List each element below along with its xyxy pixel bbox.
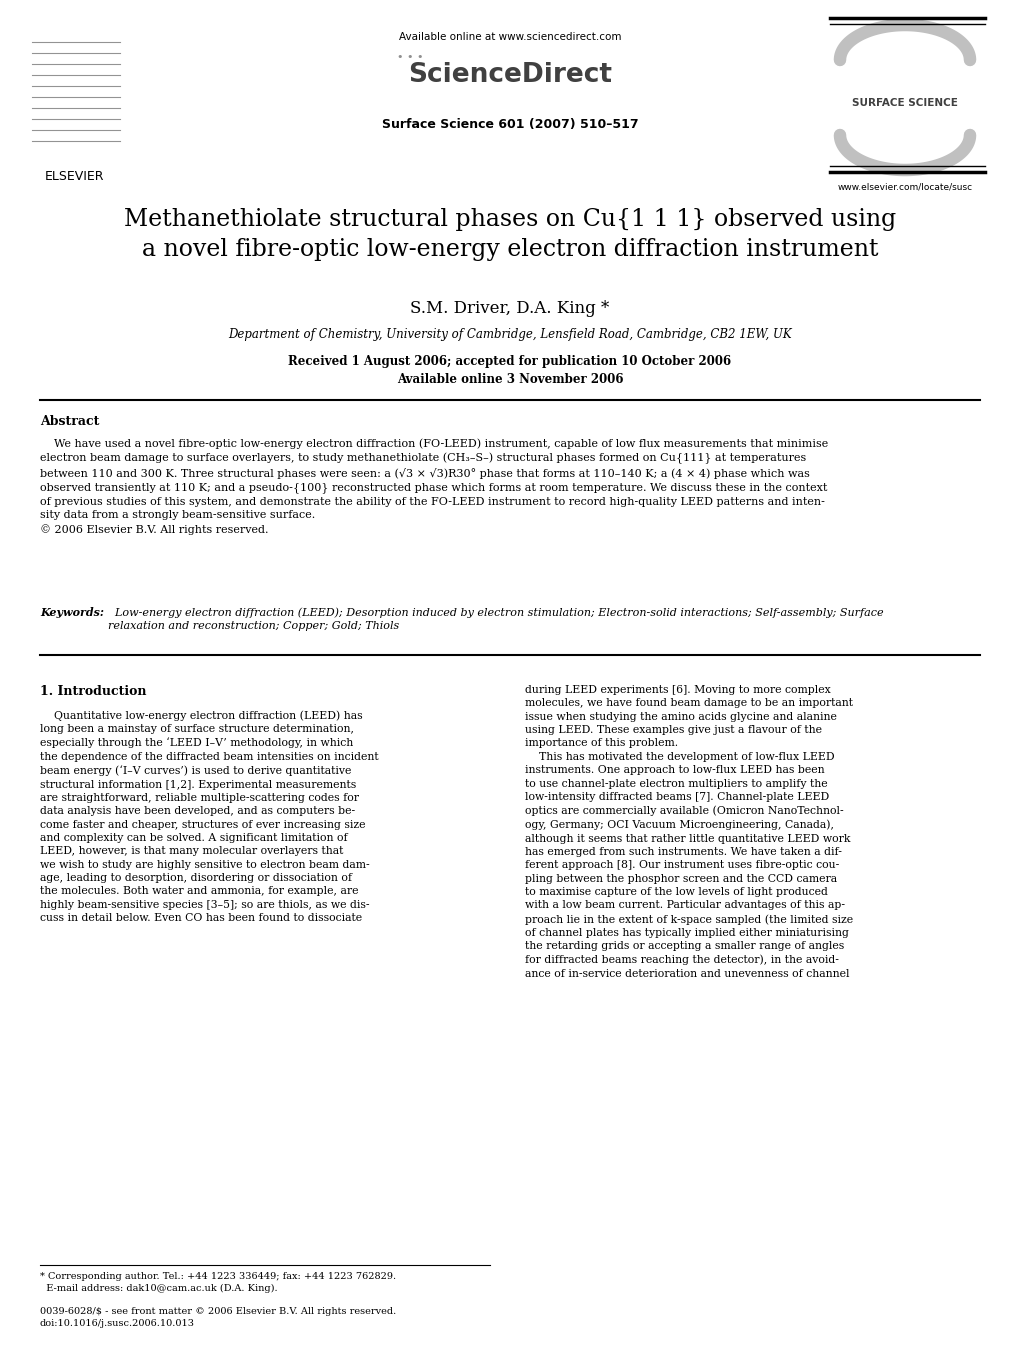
- Text: 0039-6028/$ - see front matter © 2006 Elsevier B.V. All rights reserved.
doi:10.: 0039-6028/$ - see front matter © 2006 El…: [40, 1306, 395, 1328]
- Text: Quantitative low-energy electron diffraction (LEED) has
long been a mainstay of : Quantitative low-energy electron diffrac…: [40, 711, 378, 923]
- Text: www.elsevier.com/locate/susc: www.elsevier.com/locate/susc: [837, 182, 971, 192]
- Text: We have used a novel fibre-optic low-energy electron diffraction (FO-LEED) instr: We have used a novel fibre-optic low-ene…: [40, 438, 827, 535]
- Text: S.M. Driver, D.A. King *: S.M. Driver, D.A. King *: [410, 300, 609, 317]
- Text: * Corresponding author. Tel.: +44 1223 336449; fax: +44 1223 762829.
  E-mail ad: * Corresponding author. Tel.: +44 1223 3…: [40, 1273, 395, 1293]
- Text: Keywords:: Keywords:: [40, 607, 104, 617]
- Text: 1. Introduction: 1. Introduction: [40, 685, 147, 698]
- Text: Low-energy electron diffraction (LEED); Desorption induced by electron stimulati: Low-energy electron diffraction (LEED); …: [108, 607, 882, 631]
- Text: Department of Chemistry, University of Cambridge, Lensfield Road, Cambridge, CB2: Department of Chemistry, University of C…: [228, 328, 791, 340]
- Text: • • •: • • •: [396, 51, 423, 62]
- Text: ScienceDirect: ScienceDirect: [408, 62, 611, 88]
- Text: Abstract: Abstract: [40, 415, 99, 428]
- Text: Methanethiolate structural phases on Cu{1 1 1} observed using
a novel fibre-opti: Methanethiolate structural phases on Cu{…: [123, 208, 896, 261]
- Text: Received 1 August 2006; accepted for publication 10 October 2006
Available onlin: Received 1 August 2006; accepted for pub…: [288, 355, 731, 386]
- Text: ELSEVIER: ELSEVIER: [45, 170, 105, 182]
- Text: SURFACE SCIENCE: SURFACE SCIENCE: [851, 99, 957, 108]
- Text: Surface Science 601 (2007) 510–517: Surface Science 601 (2007) 510–517: [381, 118, 638, 131]
- Text: during LEED experiments [6]. Moving to more complex
molecules, we have found bea: during LEED experiments [6]. Moving to m…: [525, 685, 852, 978]
- Text: Available online at www.sciencedirect.com: Available online at www.sciencedirect.co…: [398, 32, 621, 42]
